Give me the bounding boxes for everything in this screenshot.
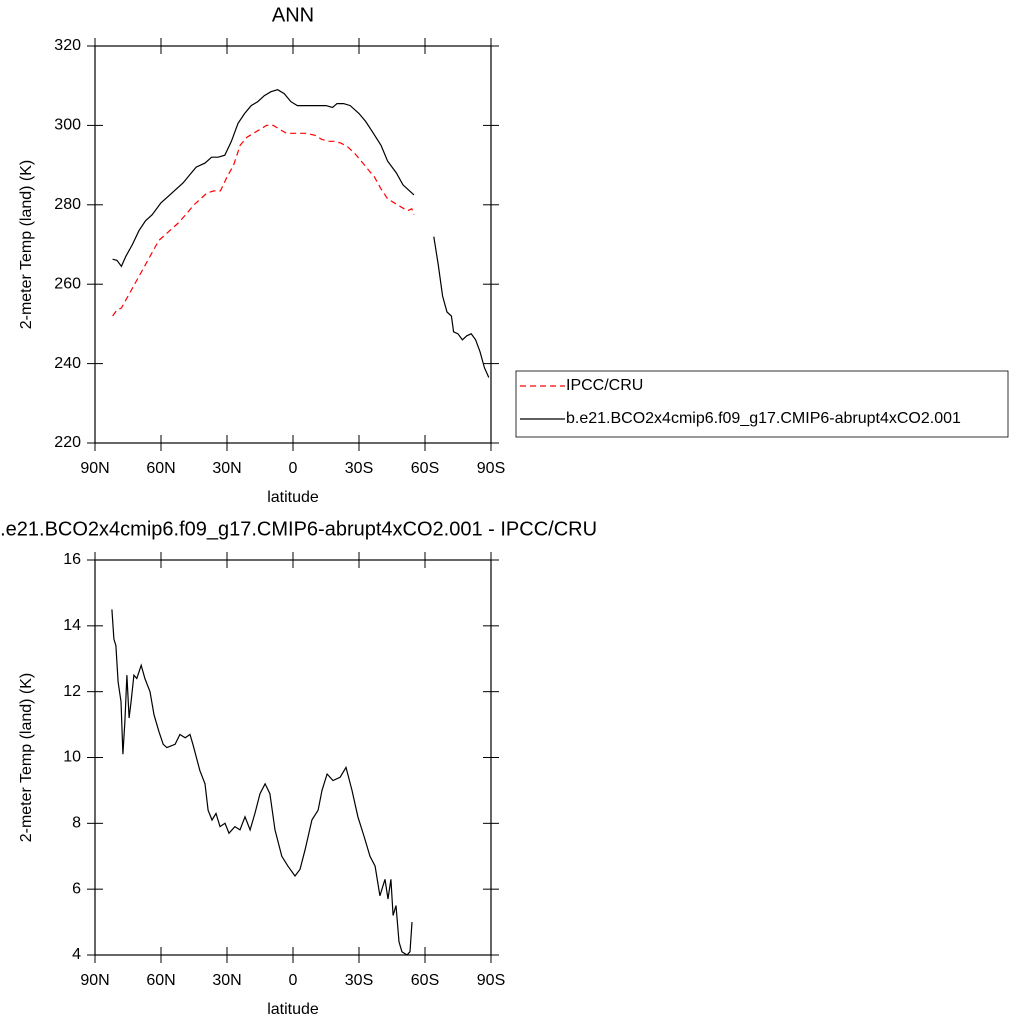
y-tick-label: 16 bbox=[63, 551, 81, 568]
y-tick-label: 8 bbox=[72, 815, 81, 832]
y-tick-label: 260 bbox=[54, 275, 81, 292]
legend-label: IPCC/CRU bbox=[566, 377, 643, 394]
chart-title: ANN bbox=[272, 4, 314, 26]
x-tick-label: 30S bbox=[345, 972, 373, 989]
x-tick-label: 60N bbox=[146, 460, 175, 477]
data-line bbox=[111, 609, 413, 956]
legend-label: b.e21.BCO2x4cmip6.f09_g17.CMIP6-abrupt4x… bbox=[566, 410, 961, 427]
x-tick-label: 60S bbox=[411, 972, 439, 989]
y-axis-label: 2-meter Temp (land) (K) bbox=[18, 673, 35, 843]
x-tick-label: 30N bbox=[212, 460, 241, 477]
y-tick-label: 12 bbox=[63, 683, 81, 700]
y-tick-label: 320 bbox=[54, 37, 81, 54]
y-tick-label: 14 bbox=[63, 617, 81, 634]
data-line bbox=[112, 89, 490, 378]
data-line bbox=[112, 124, 415, 317]
plot-frame bbox=[94, 559, 492, 956]
x-axis-label: latitude bbox=[267, 489, 319, 506]
x-tick-label: 90N bbox=[80, 460, 109, 477]
chart-title: b.e21.BCO2x4cmip6.f09_g17.CMIP6-abrupt4x… bbox=[0, 518, 597, 540]
x-tick-label: 60S bbox=[411, 460, 439, 477]
y-axis-label: 2-meter Temp (land) (K) bbox=[18, 160, 35, 330]
legend-box bbox=[515, 370, 1009, 438]
x-axis-label: latitude bbox=[267, 1001, 319, 1018]
x-tick-label: 90S bbox=[477, 460, 505, 477]
y-tick-label: 220 bbox=[54, 434, 81, 451]
y-tick-label: 10 bbox=[63, 749, 81, 766]
plot-frame bbox=[94, 45, 492, 444]
x-tick-label: 90N bbox=[80, 972, 109, 989]
x-tick-label: 30S bbox=[345, 460, 373, 477]
y-tick-label: 300 bbox=[54, 117, 81, 134]
y-tick-label: 240 bbox=[54, 355, 81, 372]
y-tick-label: 4 bbox=[72, 946, 81, 963]
x-tick-label: 30N bbox=[212, 972, 241, 989]
y-tick-label: 280 bbox=[54, 196, 81, 213]
x-tick-label: 0 bbox=[289, 460, 298, 477]
x-tick-label: 90S bbox=[477, 972, 505, 989]
x-tick-label: 0 bbox=[289, 972, 298, 989]
y-tick-label: 6 bbox=[72, 880, 81, 897]
x-tick-label: 60N bbox=[146, 972, 175, 989]
